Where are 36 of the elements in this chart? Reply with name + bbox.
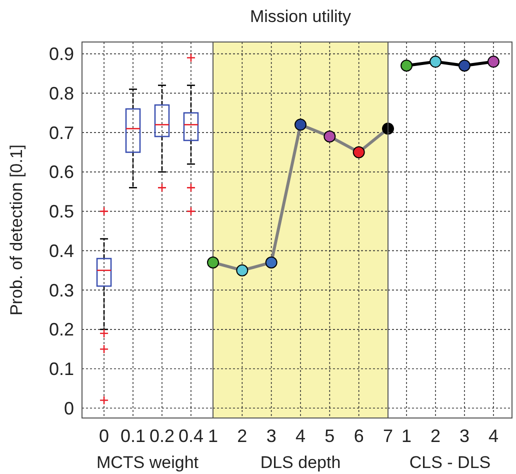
x-tick-label: 0 xyxy=(99,426,110,446)
x-tick-label: 6 xyxy=(354,426,364,446)
y-tick-label: 0 xyxy=(64,398,74,418)
y-tick-label: 0.2 xyxy=(48,320,74,340)
y-tick-label: 0.6 xyxy=(48,162,74,182)
x-axis-title: CLS - DLS xyxy=(409,453,491,472)
x-tick-label: 2 xyxy=(430,426,441,446)
y-tick-label: 0.9 xyxy=(48,44,74,64)
x-tick-label: 4 xyxy=(295,426,306,446)
point xyxy=(352,146,365,158)
x-tick-label: 0.2 xyxy=(149,426,175,446)
point xyxy=(324,130,336,142)
y-tick-label: 0.4 xyxy=(48,240,74,261)
x-tick-label: 0.1 xyxy=(120,426,146,446)
y-tick-label: 0.8 xyxy=(48,83,74,104)
x-axis-title: MCTS weight xyxy=(96,453,199,472)
y-axis-title: Prob. of detection [0.1] xyxy=(7,144,26,316)
x-tick-label: 5 xyxy=(324,426,335,446)
x-tick-label: 3 xyxy=(459,426,470,446)
chart-title: Mission utility xyxy=(250,7,352,26)
point xyxy=(207,256,219,268)
y-tick-label: 0.7 xyxy=(48,122,74,143)
x-axis-title: DLS depth xyxy=(260,453,341,472)
point xyxy=(294,118,306,131)
point xyxy=(265,256,278,268)
x-tick-label: 4 xyxy=(488,426,498,446)
y-tick-label: 0.1 xyxy=(48,359,74,380)
x-tick-label: 2 xyxy=(237,426,248,446)
y-tick-label: 0.3 xyxy=(48,280,74,300)
x-tick-label: 1 xyxy=(208,426,218,446)
y-tick-label: 0.5 xyxy=(48,202,74,222)
x-tick-label: 0.4 xyxy=(178,426,204,446)
x-tick-label: 7 xyxy=(382,426,394,446)
point xyxy=(236,264,248,276)
x-tick-label: 3 xyxy=(266,426,276,446)
x-tick-label: 1 xyxy=(402,426,412,446)
